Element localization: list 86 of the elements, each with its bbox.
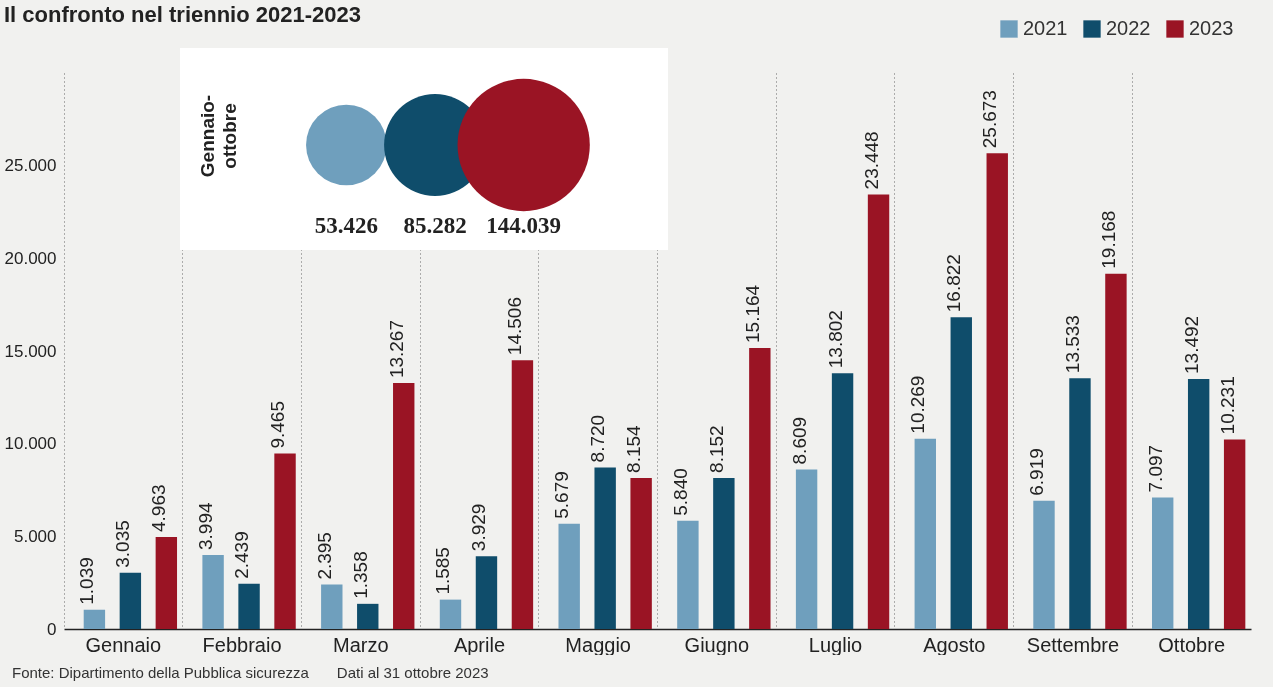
x-tick-label: Agosto — [923, 633, 986, 656]
data-label: 1.585 — [432, 547, 454, 595]
data-label: 3.035 — [112, 520, 134, 568]
data-label: 13.267 — [385, 319, 407, 379]
data-label: 8.720 — [587, 414, 609, 463]
data-label: 10.269 — [907, 375, 929, 434]
data-label: 2.439 — [231, 531, 253, 579]
bar — [1151, 497, 1174, 629]
y-tick-label: 0 — [47, 619, 57, 639]
bar — [1069, 378, 1091, 629]
data-label: 1.039 — [76, 557, 98, 605]
data-label: 16.822 — [943, 254, 965, 313]
bar — [831, 373, 854, 629]
data-label: 7.097 — [1144, 444, 1166, 493]
data-label: 9.465 — [267, 401, 289, 449]
bar — [155, 537, 178, 629]
y-tick-label: 5.000 — [13, 526, 57, 546]
bar — [357, 603, 379, 629]
data-label: 13.492 — [1180, 315, 1202, 374]
bar — [274, 453, 296, 629]
bar — [558, 523, 580, 629]
data-label: 3.929 — [468, 503, 490, 552]
bar — [1223, 439, 1246, 629]
x-tick-label: Settembre — [1026, 633, 1120, 656]
bar — [393, 383, 415, 629]
data-label: 23.448 — [860, 131, 882, 190]
text: Gennaio-ottobre — [197, 94, 240, 178]
x-tick-label: Marzo — [332, 633, 389, 656]
legend-label: 2021 — [1023, 17, 1068, 39]
legend-label: 2022 — [1106, 17, 1151, 39]
bar — [439, 599, 462, 629]
data-label: 85.282 — [403, 213, 467, 238]
x-tick-label: Giugno — [684, 633, 750, 656]
data-label: 8.154 — [623, 424, 645, 473]
data-label: 19.168 — [1097, 210, 1119, 269]
data-label: 14.506 — [504, 297, 526, 356]
bar — [238, 583, 260, 629]
bar — [594, 467, 616, 629]
data-label: 5.840 — [669, 468, 691, 516]
bar — [83, 609, 106, 629]
bar — [749, 347, 771, 629]
text: Dati al 31 ottobre 2023 — [336, 664, 489, 681]
y-tick-label: 10.000 — [4, 434, 57, 454]
bar — [1033, 500, 1055, 629]
data-label: 3.994 — [195, 502, 217, 550]
y-tick-label: 15.000 — [4, 341, 57, 361]
data-label: 13.533 — [1061, 315, 1083, 374]
data-label: 15.164 — [741, 284, 763, 343]
x-tick-label: Febbraio — [202, 633, 282, 656]
x-tick-label: Luglio — [808, 633, 863, 656]
source-note: Fonte: Dipartimento della Pubblica sicurezza — [12, 664, 309, 681]
data-label: 144.039 — [486, 213, 562, 238]
x-tick-label: Maggio — [565, 633, 631, 656]
data-label: 5.679 — [551, 471, 573, 519]
bar — [713, 477, 735, 629]
chart-title: Il confronto nel triennio 2021-2023 — [4, 2, 361, 27]
data-label: 53.426 — [314, 213, 378, 238]
bar — [511, 360, 534, 629]
data-label: 2.395 — [313, 532, 335, 580]
bar — [950, 317, 972, 629]
bar — [475, 556, 498, 629]
data-label: 13.802 — [824, 310, 846, 369]
legend-label: 2023 — [1189, 17, 1234, 39]
bar — [986, 153, 1008, 629]
bar — [1105, 273, 1127, 629]
data-label: 25.673 — [979, 90, 1001, 149]
data-label: 6.919 — [1025, 448, 1047, 496]
bar — [795, 469, 818, 629]
y-tick-label: 20.000 — [4, 248, 57, 268]
bar — [321, 584, 343, 629]
x-tick-label: Gennaio — [85, 633, 162, 656]
x-tick-label: Aprile — [453, 633, 506, 656]
y-tick-label: 25.000 — [4, 156, 57, 176]
x-tick-label: Ottobre — [1158, 633, 1225, 656]
bar — [677, 520, 699, 629]
bar — [119, 572, 142, 629]
bar — [914, 438, 936, 629]
bar — [1187, 378, 1210, 629]
data-label: 8.609 — [788, 416, 810, 465]
bar — [202, 554, 224, 629]
data-label: 8.152 — [705, 425, 727, 473]
bar — [630, 477, 652, 629]
data-label: 4.963 — [148, 484, 170, 533]
data-label: 1.358 — [349, 551, 371, 599]
bar — [867, 194, 890, 629]
data-label: 10.231 — [1216, 376, 1238, 435]
